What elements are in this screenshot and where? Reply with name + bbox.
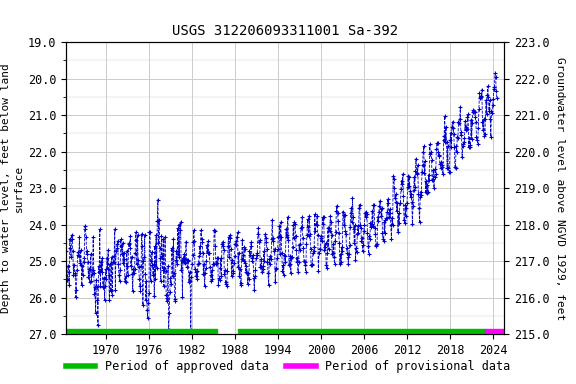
Legend: Period of approved data, Period of provisional data: Period of approved data, Period of provi… — [61, 356, 515, 378]
Y-axis label: Groundwater level above NGVD 1929, feet: Groundwater level above NGVD 1929, feet — [555, 56, 565, 320]
Y-axis label: Depth to water level, feet below land
surface: Depth to water level, feet below land su… — [1, 63, 24, 313]
Title: USGS 312206093311001 Sa-392: USGS 312206093311001 Sa-392 — [172, 24, 398, 38]
